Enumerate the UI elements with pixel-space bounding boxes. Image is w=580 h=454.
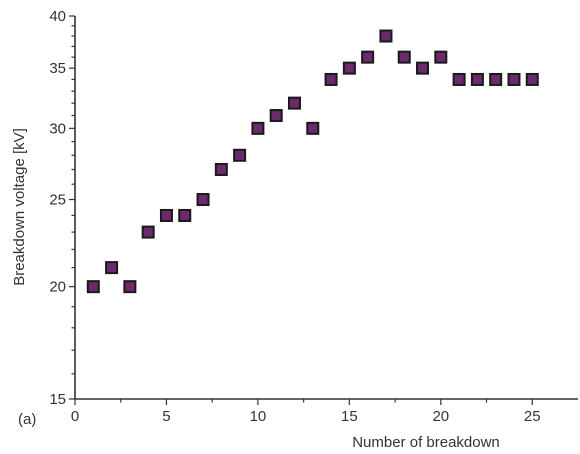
- y-tick-label: 35: [49, 60, 66, 77]
- data-point: [86, 280, 100, 294]
- data-point: [123, 280, 137, 294]
- data-point: [178, 208, 192, 222]
- x-tick-label: 5: [162, 408, 170, 425]
- data-point: [342, 61, 356, 75]
- data-point: [196, 193, 210, 207]
- x-axis-title: Number of breakdown: [352, 434, 500, 451]
- y-tick-label: 20: [49, 279, 66, 296]
- ticks: 0 5 10 15 20 25 15 20 25 30 35 40: [49, 8, 540, 425]
- data-point: [470, 72, 484, 86]
- data-point: [379, 29, 393, 43]
- data-point: [251, 121, 265, 135]
- x-tick-label: 25: [524, 408, 541, 425]
- data-point: [141, 225, 155, 239]
- data-point: [507, 72, 521, 86]
- data-point: [434, 50, 448, 64]
- data-point: [397, 50, 411, 64]
- data-point: [489, 72, 503, 86]
- y-tick-label: 15: [49, 391, 66, 408]
- y-axis-title: Breakdown voltage [kV]: [11, 128, 28, 286]
- data-point: [306, 121, 320, 135]
- data-point: [269, 109, 283, 123]
- data-point: [159, 208, 173, 222]
- data-point: [525, 72, 539, 86]
- data-point: [287, 96, 301, 110]
- data-points: [86, 29, 539, 294]
- data-point: [324, 72, 338, 86]
- panel-label: (a): [18, 411, 36, 428]
- y-tick-label: 30: [49, 120, 66, 137]
- x-tick-label: 10: [250, 408, 267, 425]
- x-tick-label: 20: [432, 408, 449, 425]
- data-point: [233, 148, 247, 162]
- data-point: [214, 162, 228, 176]
- data-point: [416, 61, 430, 75]
- data-point: [105, 261, 119, 275]
- data-point: [361, 50, 375, 64]
- x-tick-label: 15: [341, 408, 358, 425]
- data-point: [452, 72, 466, 86]
- y-tick-label: 40: [49, 8, 66, 25]
- y-tick-label: 25: [49, 192, 66, 209]
- x-tick-label: 0: [71, 408, 79, 425]
